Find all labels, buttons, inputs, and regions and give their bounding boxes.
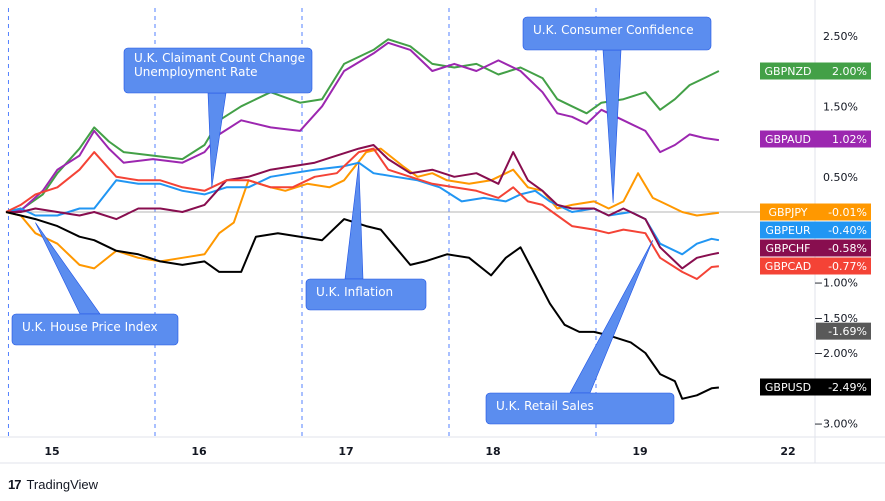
x-tick-label-0: 15 <box>44 445 59 458</box>
callout-text-0-0: U.K. Consumer Confidence <box>533 23 694 37</box>
series-line-gbpusd <box>5 211 720 400</box>
value-badge-text-extra: -1.69% <box>828 325 867 338</box>
y-tick-label-2: 0.50% <box>823 171 858 184</box>
name-badge-text-gbpchf: GBPCHF <box>766 242 811 255</box>
value-badge-gbpeur <box>816 221 871 239</box>
callout-box-1 <box>123 47 313 94</box>
brand-name: TradingView <box>26 476 99 492</box>
callout-text-2-0: U.K. Inflation <box>316 285 393 299</box>
name-badge-gbpcad <box>760 257 816 275</box>
callout-text-4-0: U.K. Retail Sales <box>496 399 594 413</box>
callout-text-3-0: U.K. House Price Index <box>22 320 158 334</box>
y-tick-label-0: 2.50% <box>823 30 858 43</box>
series-line-gbpchf <box>6 144 720 270</box>
callout-text-1-0: U.K. Claimant Count Change <box>134 51 305 65</box>
value-badge-text-gbpjpy: -0.01% <box>828 206 867 219</box>
y-tick-label-6: −3.00% <box>814 418 858 431</box>
callout-box-2 <box>305 278 427 311</box>
name-badge-gbpeur <box>760 221 816 239</box>
callout-box-3 <box>11 313 179 346</box>
callout-box-4 <box>485 392 675 425</box>
brand: 17 TradingView <box>8 474 98 494</box>
name-badge-gbpjpy <box>760 203 816 221</box>
value-badge-extra <box>816 322 871 340</box>
name-badge-text-gbpeur: GBPEUR <box>765 224 811 237</box>
value-badge-gbpjpy <box>816 203 871 221</box>
value-badge-text-gbpusd: -2.49% <box>828 381 867 394</box>
x-tick-label-5: 22 <box>780 445 795 458</box>
name-badge-text-gbpcad: GBPCAD <box>765 260 811 273</box>
tradingview-logo-icon: 17 <box>8 476 22 492</box>
name-badge-text-gbpaud: GBPAUD <box>765 133 811 146</box>
value-badge-gbpnzd <box>816 62 871 80</box>
y-tick-label-5: −2.00% <box>814 347 858 360</box>
value-badge-text-gbpeur: -0.40% <box>828 224 867 237</box>
name-badge-gbpaud <box>760 130 816 148</box>
callout-box-0 <box>522 16 712 51</box>
series-line-gbpeur <box>5 161 720 256</box>
value-badge-gbpusd <box>816 378 871 396</box>
name-badge-text-gbpjpy: GBPJPY <box>768 206 807 219</box>
value-badge-gbpcad <box>816 257 871 275</box>
series-line-gbpcad <box>5 147 719 280</box>
series-line-gbpjpy <box>5 147 720 270</box>
y-tick-label-3: −1.00% <box>814 277 858 290</box>
y-tick-label-4: −1.50% <box>814 312 858 325</box>
series-line-gbpnzd <box>5 38 720 213</box>
value-badge-text-gbpaud: 1.02% <box>832 133 867 146</box>
x-tick-label-3: 18 <box>485 445 500 458</box>
value-badge-gbpaud <box>816 130 871 148</box>
series-line-gbpaud <box>5 41 720 213</box>
callout-text-1-1: Unemployment Rate <box>134 65 258 79</box>
x-tick-label-2: 17 <box>338 445 353 458</box>
y-tick-label-1: 1.50% <box>823 100 858 113</box>
value-badge-text-gbpnzd: 2.00% <box>832 65 867 78</box>
value-badge-gbpchf <box>816 239 871 257</box>
name-badge-text-gbpnzd: GBPNZD <box>765 65 812 78</box>
name-badge-gbpnzd <box>760 62 816 80</box>
name-badge-text-gbpusd: GBPUSD <box>765 381 811 394</box>
name-badge-gbpusd <box>760 378 816 396</box>
name-badge-gbpchf <box>760 239 816 257</box>
x-tick-label-1: 16 <box>191 445 207 458</box>
value-badge-text-gbpcad: -0.77% <box>828 260 867 273</box>
value-badge-text-gbpchf: -0.58% <box>828 242 867 255</box>
x-tick-label-4: 19 <box>632 445 647 458</box>
